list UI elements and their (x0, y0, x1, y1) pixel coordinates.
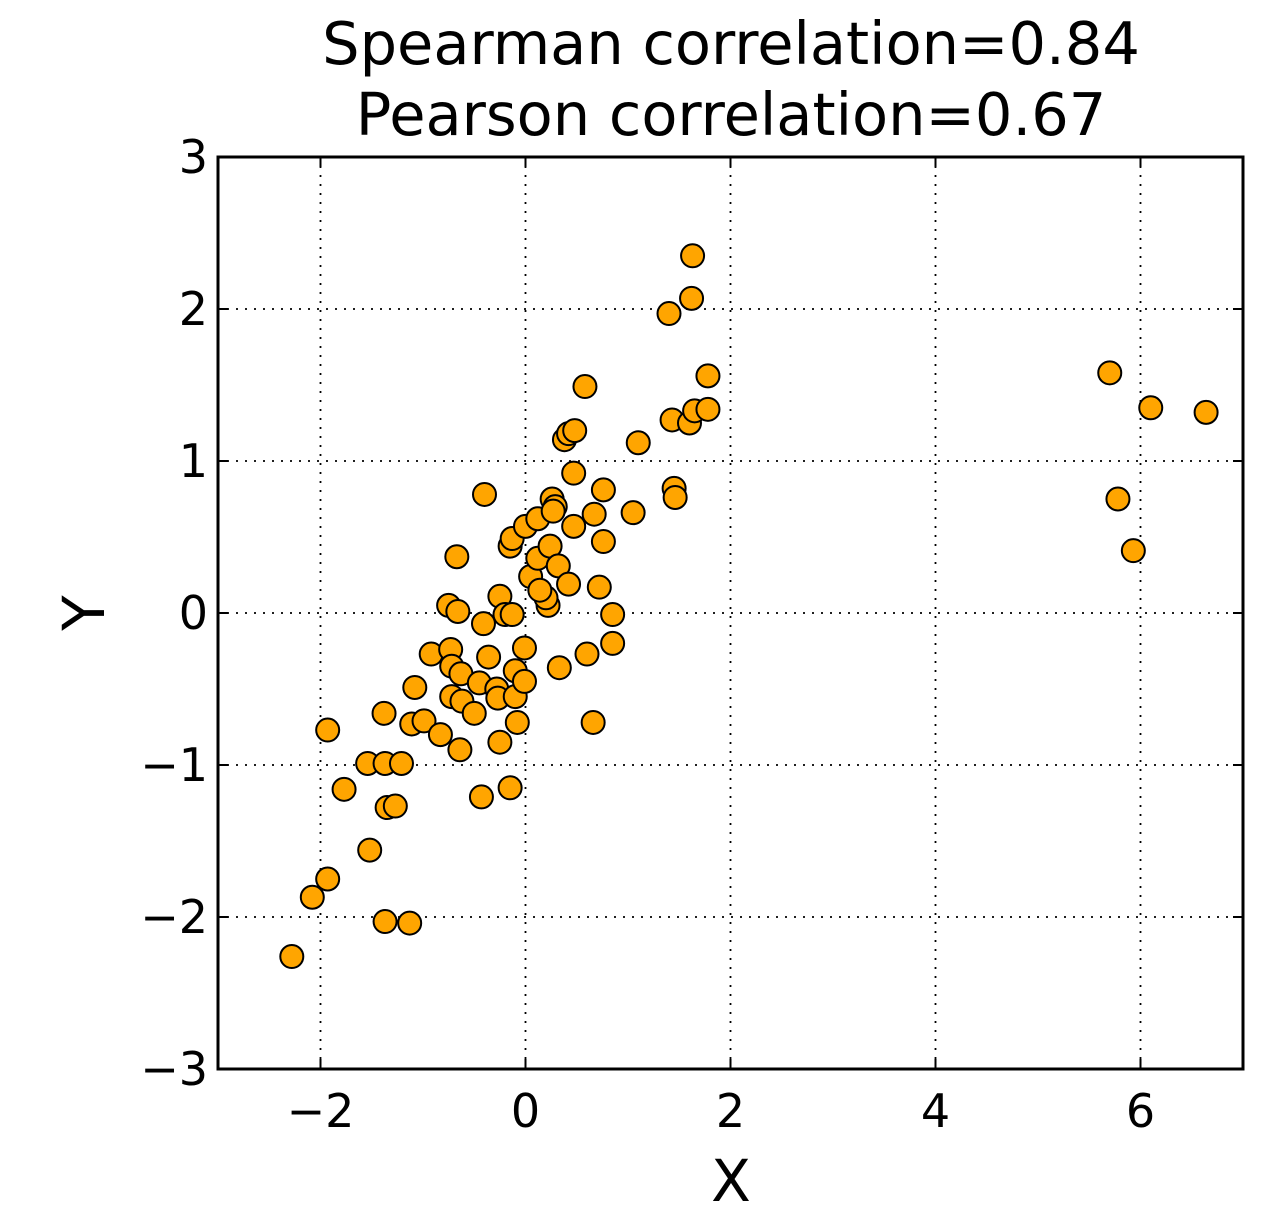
data-point (679, 285, 705, 311)
data-point (580, 709, 606, 735)
tick-labels: −2 0 2 4 6 −3 −2 −1 0 1 2 3 (140, 130, 1155, 1138)
data-point (382, 793, 408, 819)
data-point (461, 700, 487, 726)
data-points (279, 243, 1219, 970)
data-point (444, 544, 470, 570)
data-point (487, 729, 513, 755)
data-point (427, 722, 453, 748)
data-point (581, 501, 607, 527)
data-point (279, 944, 305, 970)
data-point (1120, 538, 1146, 564)
data-point (511, 635, 537, 661)
data-point (476, 644, 502, 670)
data-point (561, 513, 587, 539)
data-point (504, 709, 530, 735)
data-point (511, 668, 537, 694)
data-point (470, 611, 496, 637)
data-point (590, 477, 616, 503)
x-tick-label: 2 (716, 1084, 745, 1138)
chart-title-line-1: Spearman correlation=0.84 (322, 9, 1140, 78)
data-point (600, 602, 626, 628)
data-point (662, 484, 688, 510)
data-point (1105, 486, 1131, 512)
data-point (546, 655, 572, 681)
y-tick-label: −3 (140, 1042, 208, 1096)
data-point (315, 866, 341, 892)
data-point (299, 884, 325, 910)
data-point (1193, 399, 1219, 425)
data-point (625, 430, 651, 456)
data-point (695, 363, 721, 389)
chart-title-line-2: Pearson correlation=0.67 (356, 80, 1107, 149)
data-point (1138, 395, 1164, 421)
data-point (695, 396, 721, 422)
data-point (540, 498, 566, 524)
y-tick-label: −1 (140, 738, 208, 792)
data-point (620, 500, 646, 526)
y-tick-label: −2 (140, 890, 208, 944)
data-point (572, 374, 598, 400)
data-point (357, 837, 383, 863)
x-tick-label: 6 (1126, 1084, 1155, 1138)
data-point (1097, 360, 1123, 386)
data-point (331, 776, 357, 802)
data-point (447, 737, 473, 763)
y-tick-label: 1 (179, 434, 208, 488)
data-point (402, 674, 428, 700)
y-tick-label: 0 (179, 586, 208, 640)
data-point (586, 574, 612, 600)
data-point (388, 750, 414, 776)
data-point (315, 717, 341, 743)
data-point (680, 243, 706, 269)
x-tick-label: 4 (921, 1084, 950, 1138)
plot-frame (216, 155, 1245, 1071)
data-point (527, 577, 553, 603)
data-point (561, 460, 587, 486)
y-tick-label: 2 (179, 282, 208, 336)
data-point (397, 910, 423, 936)
data-point (656, 301, 682, 327)
data-point (372, 909, 398, 935)
data-point (371, 700, 397, 726)
data-point (411, 708, 437, 734)
data-point (497, 775, 523, 801)
x-tick-label: −2 (287, 1084, 355, 1138)
data-point (472, 481, 497, 507)
data-point (574, 641, 600, 667)
data-point (590, 529, 616, 555)
data-point (499, 602, 525, 628)
data-point (468, 784, 494, 810)
y-tick-label: 3 (179, 130, 208, 184)
data-point (556, 571, 582, 597)
gridlines (218, 157, 1243, 1069)
data-point (600, 630, 626, 656)
data-point (445, 598, 471, 624)
data-point (562, 418, 588, 444)
x-tick-label: 0 (511, 1084, 540, 1138)
x-axis-label: X (711, 1147, 751, 1212)
y-axis-label: Y (50, 595, 118, 632)
